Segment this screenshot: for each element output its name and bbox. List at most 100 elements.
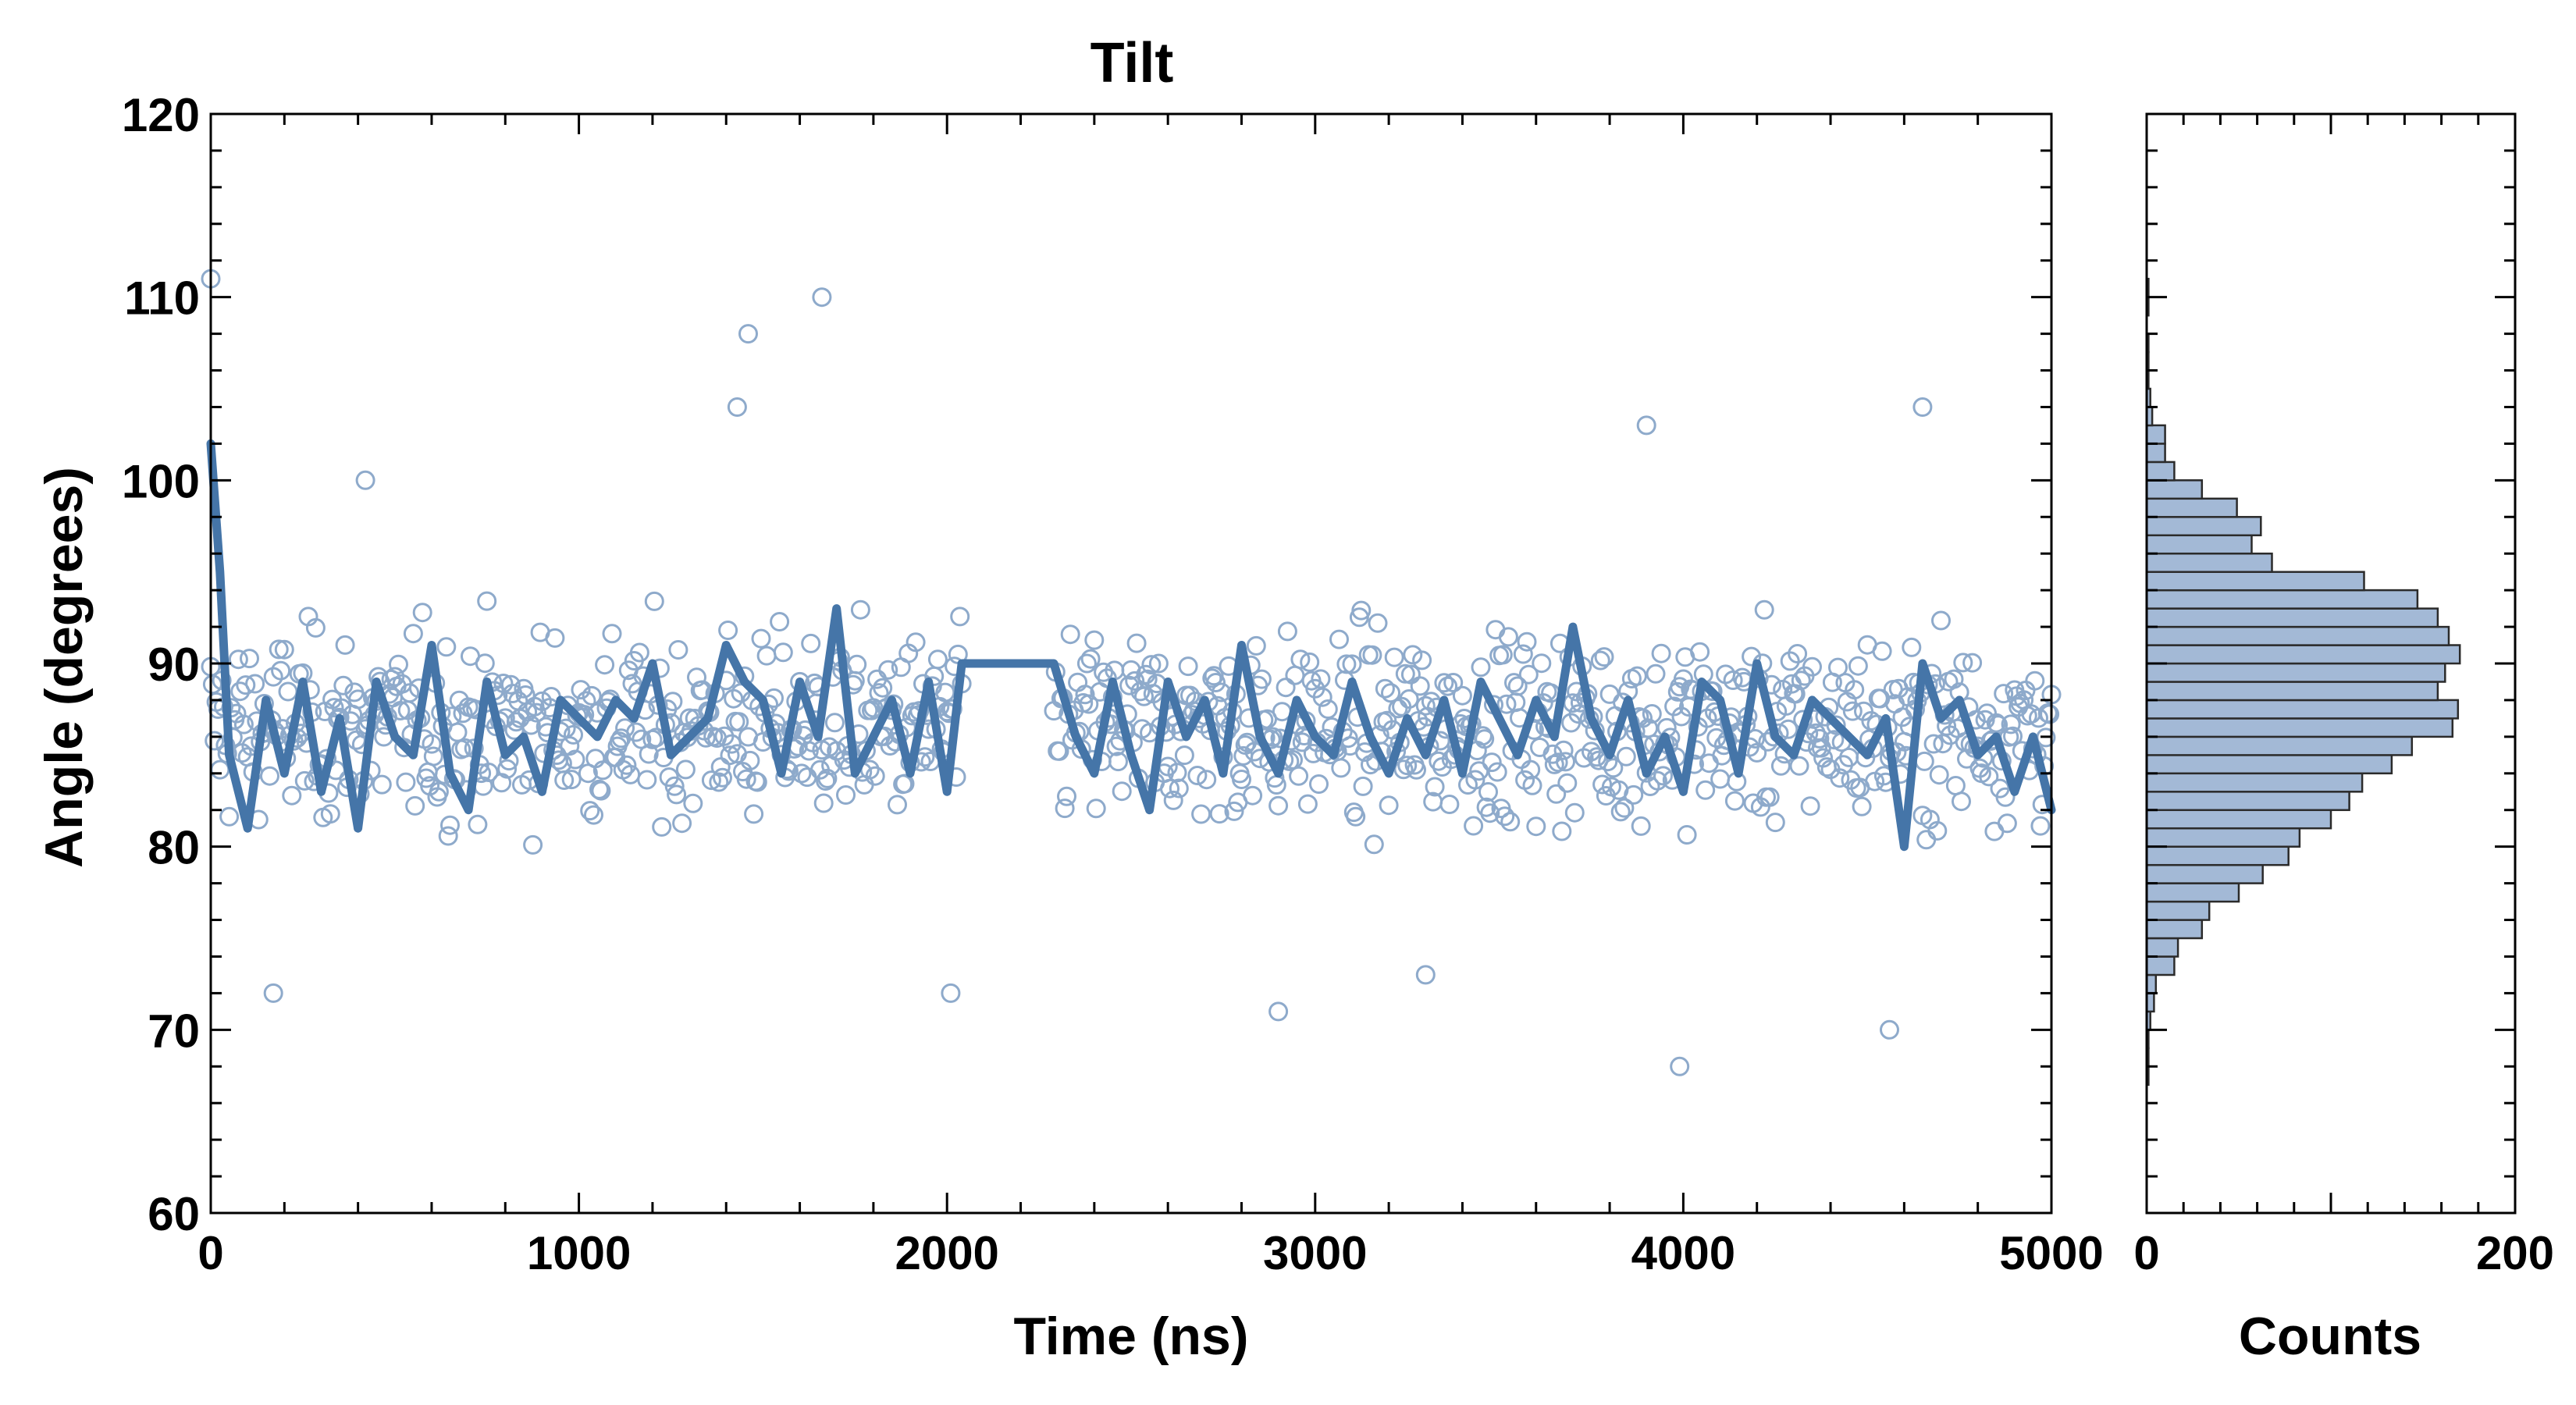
scatter-point xyxy=(236,675,256,695)
histogram-bar xyxy=(2145,479,2204,500)
scatter-point xyxy=(576,691,596,711)
scatter-point xyxy=(1872,641,1892,661)
scatter-point xyxy=(1880,1019,1899,1040)
scatter-point xyxy=(1079,694,1099,714)
scatter-point xyxy=(1060,624,1080,645)
main-plot-frame xyxy=(209,112,2053,1215)
scatter-point xyxy=(1627,666,1647,686)
scatter-point xyxy=(1112,781,1132,802)
x-tick-label: 5000 xyxy=(1999,1227,2103,1279)
scatter-point xyxy=(687,667,706,688)
scatter-point xyxy=(1724,791,1745,811)
scatter-point xyxy=(422,734,442,754)
scatter-point xyxy=(1923,734,1944,754)
scatter-point xyxy=(1351,600,1372,621)
scatter-point xyxy=(888,795,907,815)
scatter-point xyxy=(1498,627,1518,647)
scatter-point xyxy=(564,724,583,745)
scatter-point xyxy=(1952,791,1971,812)
histogram-bar xyxy=(2145,644,2461,665)
histogram-plot: Counts 0 200 xyxy=(2133,112,2554,1366)
scatter-point xyxy=(1931,610,1951,631)
histogram-bar xyxy=(2145,955,2176,976)
histogram-bar xyxy=(2145,571,2365,592)
scatter-point xyxy=(1526,816,1546,837)
scatter-point xyxy=(1914,751,1934,771)
scatter-point xyxy=(1465,770,1485,790)
scatter-point xyxy=(847,654,867,674)
scatter-point xyxy=(1723,670,1743,690)
scatter-point xyxy=(812,287,832,308)
y-tick-label: 80 xyxy=(148,822,200,874)
scatter-point xyxy=(1802,656,1822,677)
scatter-point xyxy=(667,784,687,805)
scatter-point xyxy=(320,804,340,824)
y-tick-label: 70 xyxy=(148,1005,200,1057)
scatter-point xyxy=(1329,629,1349,649)
scatter-point xyxy=(751,628,771,649)
scatter-point xyxy=(205,731,225,751)
x-tick-label: 1000 xyxy=(527,1227,631,1279)
scatter-point xyxy=(1297,794,1318,814)
scatter-point xyxy=(202,674,222,695)
scatter-point xyxy=(1086,799,1106,819)
scatter-point xyxy=(475,653,495,674)
histogram-bar xyxy=(2145,516,2262,537)
scatter-point xyxy=(2040,704,2060,724)
scatter-point xyxy=(400,683,420,703)
scatter-point xyxy=(453,703,473,724)
scatter-point xyxy=(523,834,543,855)
scatter-point xyxy=(1962,653,1983,673)
scatter-point xyxy=(282,785,302,806)
scatter-point xyxy=(561,770,582,790)
scatter-point xyxy=(1616,746,1636,767)
scatter-point xyxy=(1995,787,2016,807)
histogram-bar xyxy=(2145,772,2364,793)
scatter-point xyxy=(1108,752,1128,772)
scatter-point xyxy=(447,722,468,742)
scatter-point xyxy=(1415,965,1436,985)
scatter-point xyxy=(1055,799,1075,819)
scatter-point xyxy=(709,772,729,792)
scatter-point xyxy=(1452,685,1472,706)
scatter-point xyxy=(1594,647,1614,667)
scatter-point xyxy=(1331,758,1351,778)
scatter-point xyxy=(1500,812,1521,832)
scatter-point xyxy=(1614,798,1635,818)
scatter-point xyxy=(1929,765,1949,785)
scatter-point xyxy=(1434,673,1454,693)
scatter-point xyxy=(1653,766,1673,786)
histogram-bar xyxy=(2145,754,2393,775)
scatter-point xyxy=(927,649,948,670)
scatter-point xyxy=(1778,719,1799,739)
scatter-point xyxy=(1599,684,1620,704)
scatter-point xyxy=(1268,795,1289,816)
scatter-point xyxy=(862,700,881,720)
scatter-point xyxy=(324,698,344,718)
scatter-point xyxy=(906,632,926,653)
scatter-point xyxy=(436,637,457,657)
chart-title: Tilt xyxy=(1091,32,1174,94)
scatter-point xyxy=(1945,776,1966,795)
scatter-point xyxy=(526,702,546,723)
scatter-point xyxy=(1379,795,1399,816)
scatter-point xyxy=(675,759,696,780)
histogram-x-axis-label: Counts xyxy=(2239,1307,2421,1366)
histogram-bar xyxy=(2145,552,2273,573)
scatter-point xyxy=(228,649,248,670)
scatter-point xyxy=(895,774,915,794)
histogram-bar xyxy=(2145,497,2238,518)
scatter-point xyxy=(1381,683,1400,703)
scatter-point xyxy=(1564,802,1585,823)
scatter-point xyxy=(1532,653,1552,674)
histogram-bar xyxy=(2145,717,2454,738)
histogram-bar xyxy=(2145,735,2414,756)
scatter-point xyxy=(1610,802,1631,822)
histogram-bar xyxy=(2145,882,2240,903)
scatter-point xyxy=(245,674,265,694)
scatter-point xyxy=(950,606,970,627)
scatter-point xyxy=(1342,654,1362,674)
scatter-point xyxy=(1828,657,1848,678)
scatter-point xyxy=(1202,668,1222,688)
